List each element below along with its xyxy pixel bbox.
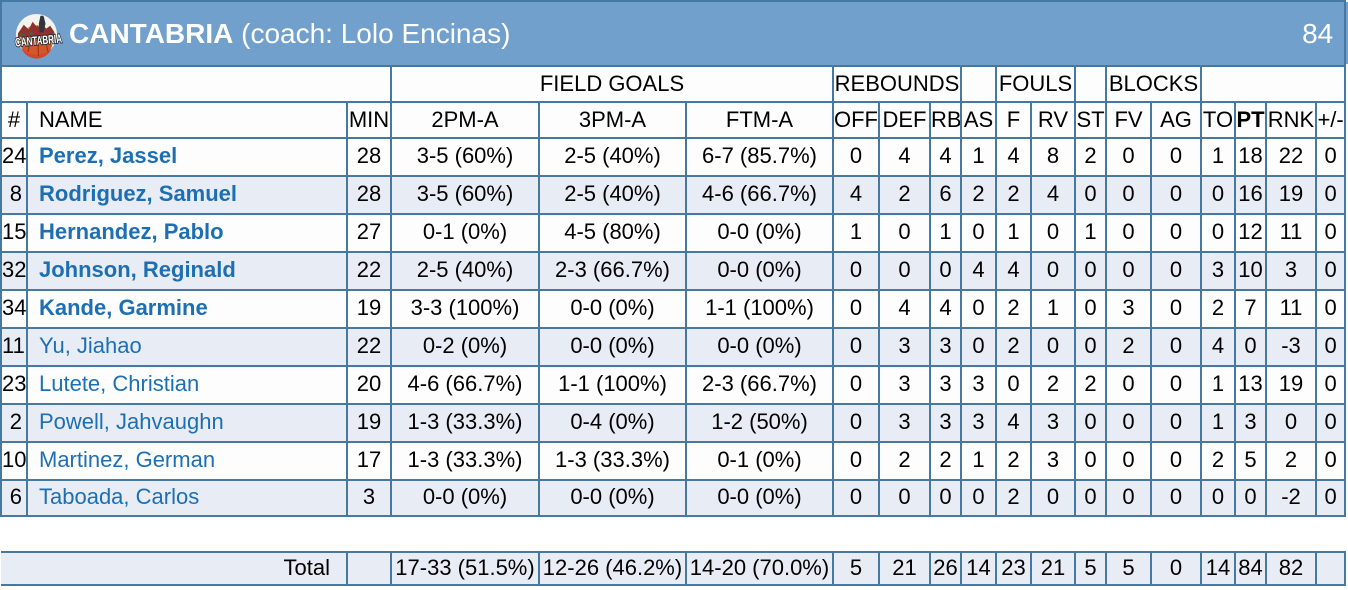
svg-text:CANTABRIA: CANTABRIA — [14, 31, 62, 49]
